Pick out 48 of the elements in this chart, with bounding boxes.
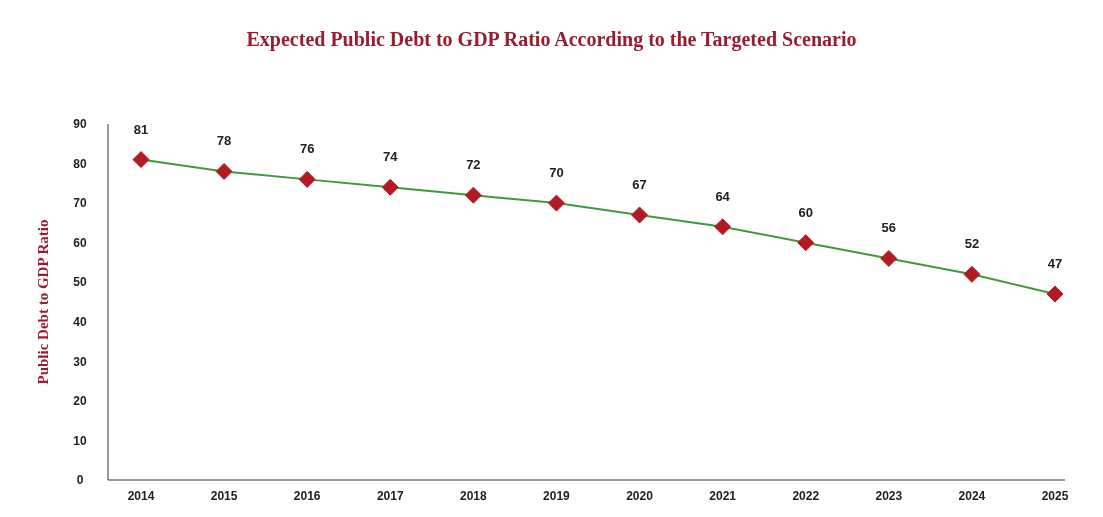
y-axis-title: Public Debt to GDP Ratio [35,219,51,385]
point [547,194,565,212]
data-label: 47 [1047,256,1063,272]
x-tick-label: 2021 [709,489,737,503]
point [880,249,898,267]
y-tick-label: 20 [73,394,87,409]
y-tick-label: 0 [76,473,84,488]
x-tick-label: 2022 [792,489,820,503]
data-label: 72 [466,157,481,173]
x-tick-label: 2018 [460,489,488,503]
point [1046,285,1064,303]
data-label: 70 [549,165,564,181]
x-tick-label: 2020 [626,489,654,503]
x-tick-label: 2019 [543,489,571,503]
x-tick-label: 2017 [376,489,404,503]
x-tick-label: 2023 [875,489,903,503]
x-tick-label: 2016 [293,489,321,503]
chart-title: Expected Public Debt to GDP Ratio According to the Targeted Scenario [246,28,857,51]
point [797,234,815,252]
y-tick-label: 70 [73,196,87,211]
y-tick-label: 50 [73,275,87,290]
y-tick-label: 80 [73,156,87,171]
data-label: 60 [798,204,813,220]
x-tick-label: 2025 [1041,489,1069,503]
point [464,186,482,204]
y-tick-label: 40 [73,314,87,329]
data-label: 74 [383,149,399,165]
point [132,151,150,169]
y-tick-label: 60 [73,235,87,250]
point [381,178,399,196]
x-tick-label: 2014 [127,489,155,503]
point [631,206,649,224]
data-label: 67 [632,176,647,192]
point [298,170,316,188]
x-tick-label: 2024 [958,489,986,503]
data-label: 76 [299,141,315,157]
y-tick-label: 90 [73,117,87,132]
data-label: 78 [216,133,232,149]
y-tick-label: 10 [73,433,87,448]
x-tick-label: 2015 [210,489,238,503]
point [215,162,233,180]
data-label: 56 [881,220,897,236]
point [963,265,981,283]
data-label: 64 [715,188,731,204]
data-label: 52 [964,236,980,252]
y-tick-label: 30 [73,354,87,369]
point [714,218,732,236]
data-label: 81 [133,121,149,137]
